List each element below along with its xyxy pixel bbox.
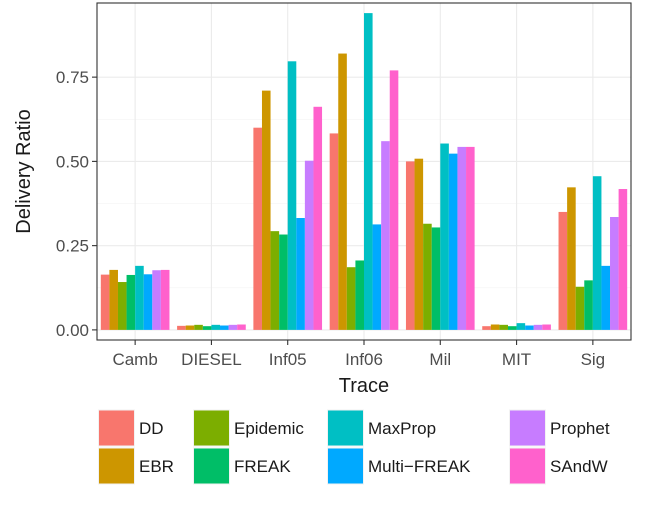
bar — [466, 146, 475, 330]
bar — [355, 260, 364, 330]
y-axis: 0.00 0.25 0.50 0.75 — [56, 68, 97, 340]
bar — [346, 267, 356, 330]
bar — [575, 286, 585, 330]
bar — [423, 223, 432, 330]
legend-label: Multi−FREAK — [368, 457, 471, 476]
legend-swatch — [194, 448, 229, 484]
bar — [287, 61, 297, 330]
legend-label: EBR — [139, 457, 174, 476]
bar — [372, 224, 382, 330]
bar — [185, 325, 195, 330]
bar — [135, 265, 144, 330]
bar — [440, 143, 449, 330]
x-tick-label: MIT — [502, 350, 531, 369]
bar — [364, 13, 373, 330]
bar — [567, 187, 576, 330]
bar — [405, 161, 415, 330]
bar — [482, 326, 491, 330]
x-tick-label: Mil — [429, 350, 451, 369]
legend-label: SAndW — [550, 457, 608, 476]
bar — [448, 153, 458, 330]
x-axis-title: Trace — [339, 375, 389, 397]
bar — [542, 324, 551, 330]
legend-swatch — [328, 448, 363, 484]
bar — [109, 269, 118, 330]
x-tick-label: Inf06 — [345, 350, 383, 369]
bar — [533, 324, 543, 330]
bar — [592, 176, 602, 330]
bar — [414, 158, 424, 330]
bar — [338, 53, 347, 330]
y-tick-label: 0.25 — [56, 237, 89, 256]
bar — [261, 90, 271, 330]
x-tick-label: Inf05 — [269, 350, 307, 369]
bar — [516, 323, 526, 330]
legend-label: DD — [139, 419, 164, 438]
y-tick-label: 0.50 — [56, 152, 89, 171]
bar — [220, 325, 229, 330]
bar — [499, 324, 508, 330]
bar — [177, 325, 186, 330]
bar — [279, 234, 288, 330]
bar — [143, 274, 153, 330]
legend-label: FREAK — [234, 457, 291, 476]
bar — [584, 280, 593, 330]
bar — [329, 133, 339, 330]
bar — [211, 324, 221, 330]
bar — [152, 270, 161, 330]
legend-label: MaxProp — [368, 419, 436, 438]
legend-label: Epidemic — [234, 419, 304, 438]
bar — [431, 227, 441, 330]
bars — [100, 13, 628, 330]
legend-label: Prophet — [550, 419, 610, 438]
bar — [558, 211, 568, 330]
legend-swatch — [510, 410, 545, 446]
bar — [389, 70, 399, 330]
bar — [117, 282, 127, 330]
x-tick-label: Camb — [112, 350, 157, 369]
bar — [296, 218, 305, 330]
x-tick-label: DIESEL — [181, 350, 241, 369]
bar — [525, 325, 534, 330]
bar — [160, 269, 170, 330]
bar — [126, 274, 136, 330]
legend-swatch — [99, 410, 134, 446]
bar — [601, 265, 611, 330]
bar — [202, 326, 212, 330]
bar — [100, 274, 110, 330]
bar — [507, 326, 517, 330]
bar — [457, 146, 467, 330]
x-axis: Camb DIESEL Inf05 Inf06 Mil MIT Sig — [112, 340, 605, 369]
y-tick-label: 0.75 — [56, 68, 89, 87]
legend-swatch — [99, 448, 134, 484]
bar — [618, 189, 628, 330]
bar — [313, 106, 323, 330]
legend-swatch — [328, 410, 363, 446]
legend-swatch — [510, 448, 545, 484]
bar — [253, 127, 262, 330]
legend: DD EBR Epidemic FREAK MaxProp Multi−FREAK Prop… — [98, 409, 610, 485]
bar — [381, 141, 390, 330]
y-axis-title: Delivery Ratio — [13, 109, 35, 233]
bar — [304, 160, 314, 330]
bar — [194, 324, 203, 330]
bar — [610, 216, 619, 330]
y-tick-label: 0.00 — [56, 321, 89, 340]
bar — [270, 231, 280, 330]
bar — [490, 324, 500, 330]
bar — [228, 324, 238, 330]
legend-swatch — [194, 410, 229, 446]
x-tick-label: Sig — [581, 350, 606, 369]
bar — [237, 324, 246, 330]
